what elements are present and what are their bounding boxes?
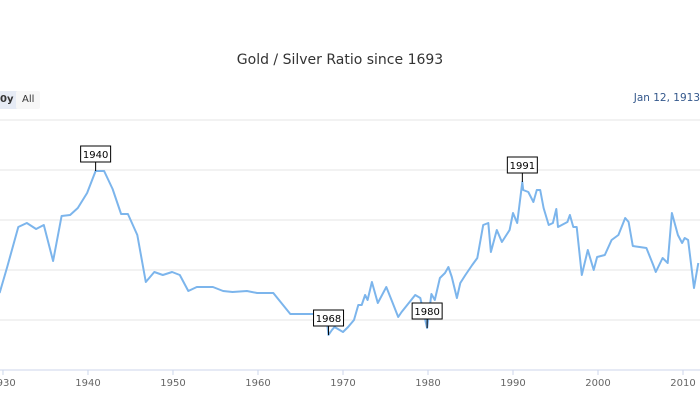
x-tick-label: 1970	[330, 378, 355, 389]
x-tick-label: 1960	[245, 378, 270, 389]
flag-label: 1980	[414, 307, 439, 318]
x-tick-label: 1950	[160, 378, 185, 389]
x-tick-label: 1990	[500, 378, 525, 389]
flag-box	[313, 309, 345, 327]
flag-label: 1991	[510, 161, 535, 172]
x-tick-label: 1940	[75, 378, 100, 389]
x-tick-label: 1930	[0, 378, 16, 389]
flag-box	[506, 156, 538, 174]
flag-label: 1940	[83, 150, 108, 161]
series-line	[0, 170, 700, 336]
chart-title: Gold / Silver Ratio since 1693	[236, 52, 444, 68]
flag-box	[411, 302, 443, 320]
date-from-input[interactable]: Jan 12, 1913	[633, 92, 700, 104]
x-tick-label: 2000	[585, 378, 610, 389]
flag-label: 1968	[316, 314, 341, 325]
flag-box	[80, 145, 112, 163]
x-tick-label: 1980	[415, 378, 440, 389]
range-button-10y[interactable]: 0y	[0, 91, 20, 109]
range-button-all[interactable]: All	[16, 91, 41, 109]
x-tick-label: 2010	[670, 378, 695, 389]
